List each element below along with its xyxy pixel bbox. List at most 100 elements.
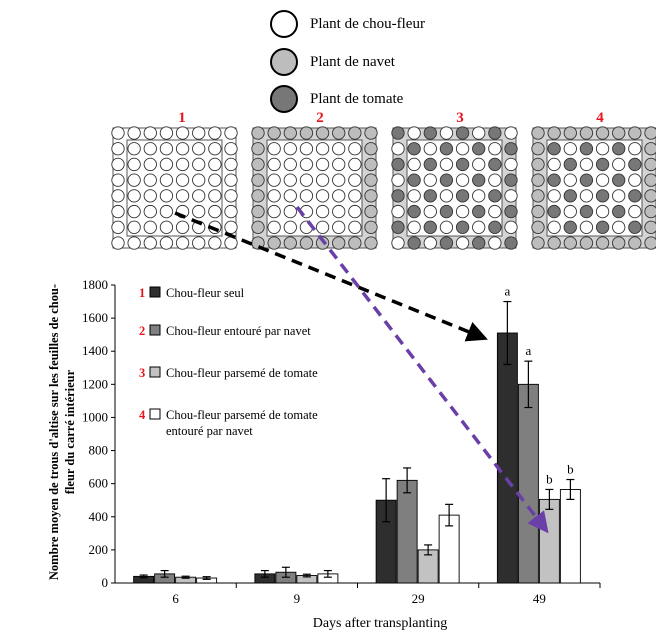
plant-circle [644,157,656,172]
plant-circle [364,236,378,250]
plant-circle [224,157,238,172]
plant-circle [488,142,502,156]
plant-circle [547,189,561,203]
plant-circle [563,126,577,140]
plant-circle [504,157,518,172]
significance-letter: b [567,462,574,477]
plant-circle [364,204,378,219]
plot-layouts [111,126,656,250]
plant-circle [455,173,470,187]
plant-circle [628,126,642,140]
plant-circle [159,173,174,187]
plant-circle [407,204,421,219]
plant-circle [364,189,378,203]
plant-circle [127,157,141,172]
plant-circle [504,220,518,234]
plant-circle [488,236,502,250]
plant-circle [439,126,454,140]
plant-circle [159,220,174,234]
plant-circle [531,189,545,203]
plant-circle [224,204,238,219]
plant-circle [488,189,502,203]
legend-number: 4 [139,408,146,422]
plant-circle [391,157,405,172]
inner-square [546,139,643,237]
plant-circle [127,220,141,234]
plant-circle [644,142,656,156]
x-tick-label: 49 [533,591,546,606]
plant-circle [579,236,594,250]
y-axis-title: Nombre moyen de trous d'altise sur les f… [47,283,77,581]
plant-circle [391,173,405,187]
plant-circle [332,236,346,250]
chart-legend-item: 4 Chou-fleur parsemé de tomate entouré par… [139,408,318,438]
plant-circle [315,157,330,172]
plant-circle [348,173,362,187]
plant-circle [455,204,470,219]
significance-letter: a [525,343,531,358]
plant-circle [579,157,594,172]
plant-circle [175,220,190,234]
plant-circle [531,157,545,172]
plant-circle [175,236,190,250]
plant-circle [407,157,421,172]
plant-circle [332,157,346,172]
plant-circle [563,157,577,172]
legend-swatch [149,366,161,378]
plant-circle [423,142,437,156]
plant-circle [612,204,626,219]
legend-swatch [149,324,161,336]
legend-label: Chou-fleur parsemé de tomate [166,408,318,422]
plant-circle [208,157,222,172]
plant-circle [159,189,174,203]
plant-circle [159,126,174,140]
significance-letter: b [546,471,553,486]
plant-circle [299,126,314,140]
legend-label: Chou-fleur seul [166,286,245,300]
plant-circle [472,173,486,187]
plant-circle [159,157,174,172]
plant-circle [251,142,265,156]
y-tick-label: 1200 [82,376,108,391]
plant-circle [455,157,470,172]
plant-circle [267,142,281,156]
plant-circle [267,126,281,140]
plant-circle [348,189,362,203]
plant-circle [299,157,314,172]
plant-circle [283,204,297,219]
plant-circle [143,173,157,187]
plant-circle [143,142,157,156]
y-tick-label: 200 [89,542,109,557]
plant-circle [299,142,314,156]
plant-circle [224,126,238,140]
plant-circle [531,173,545,187]
plant-circle [595,157,610,172]
plant-circle [423,189,437,203]
plant-circle [644,173,656,187]
plant-circle [315,220,330,234]
plant-circle [315,126,330,140]
plant-circle [439,189,454,203]
plant-circle [332,142,346,156]
plant-circle [595,142,610,156]
plant-circle [531,204,545,219]
plant-circle [628,189,642,203]
plant-circle [628,220,642,234]
plant-circle [455,236,470,250]
plant-circle [111,142,125,156]
plant-circle [299,236,314,250]
plant-circle [332,189,346,203]
plant-circle [391,220,405,234]
plant-circle [547,157,561,172]
plant-circle [628,204,642,219]
legend-tomate-label: Plant de tomate [310,90,404,107]
plant-circle [563,173,577,187]
plant-circle [628,157,642,172]
plot-layout-1 [111,126,238,250]
plant-circle [407,220,421,234]
plant-circle [423,173,437,187]
bar [396,479,418,584]
inner-square [126,139,223,237]
legend-label: Chou-fleur parsemé de tomate [166,366,318,380]
